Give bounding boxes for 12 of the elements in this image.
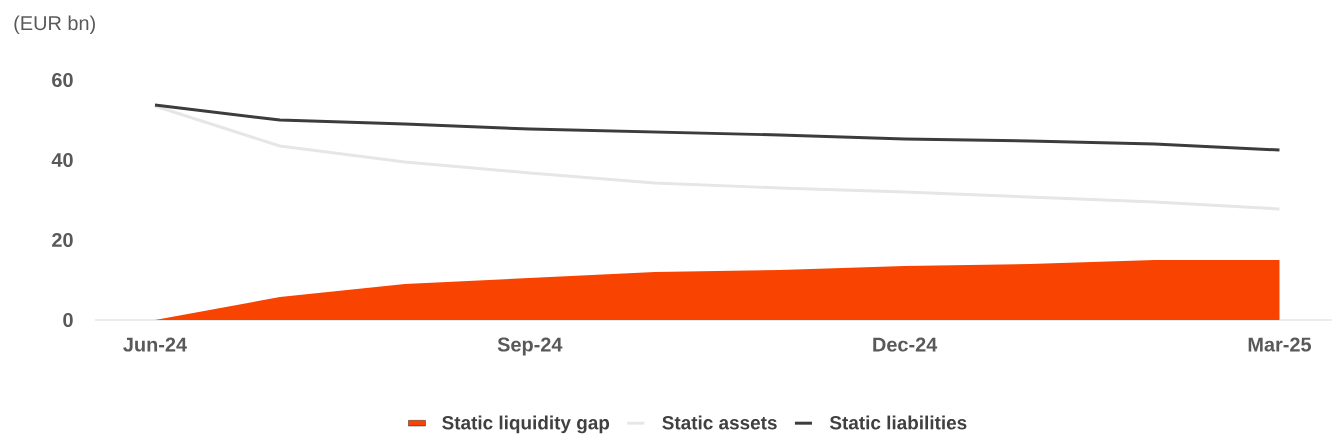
x-tick-label: Jun-24 — [123, 337, 187, 352]
y-axis-title: (EUR bn) — [14, 15, 95, 35]
x-tick-label: Mar-25 — [1248, 337, 1312, 352]
legend-label: Static assets — [662, 415, 777, 430]
y-tick-label: 60 — [52, 72, 73, 88]
x-tick-label: Sep-24 — [497, 337, 563, 356]
legend-label: Static liquidity gap — [442, 415, 610, 434]
y-tick-label: 20 — [52, 232, 73, 248]
x-tick-label: Dec-24 — [873, 337, 938, 352]
y-tick-label: 0 — [63, 312, 73, 328]
legend-label: Static liabilities — [829, 415, 967, 430]
y-tick-label: 40 — [51, 152, 73, 168]
